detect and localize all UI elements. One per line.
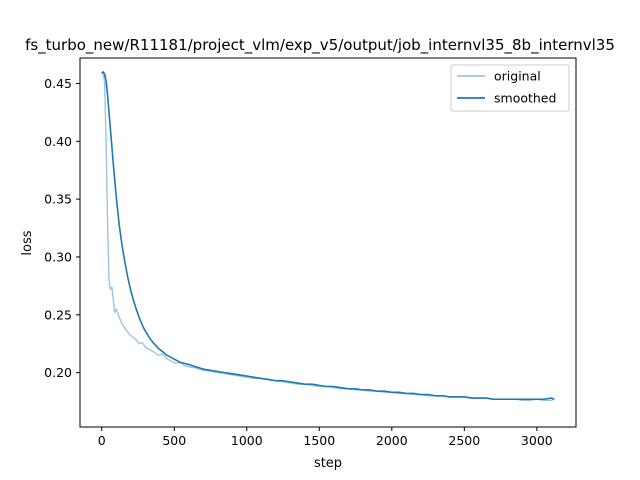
x-tick-label: 2500 [448, 433, 480, 448]
legend-label-smoothed: smoothed [494, 91, 556, 106]
x-tick-label: 2000 [376, 433, 408, 448]
series-layer [101, 71, 555, 402]
legend: original smoothed [450, 64, 570, 112]
legend-label-original: original [494, 69, 541, 84]
x-tick-label: 500 [162, 433, 186, 448]
y-tick-label: 0.35 [44, 192, 72, 207]
x-axis-label: step [314, 456, 342, 471]
x-tick-label: 1000 [231, 433, 263, 448]
y-tick-label: 0.45 [44, 76, 72, 91]
y-axis-label: loss [20, 230, 35, 255]
x-tick-label: 0 [98, 433, 106, 448]
y-axis: 0.20 0.25 0.30 0.35 0.40 0.45 [44, 76, 80, 380]
chart-title: fs_turbo_new/R11181/project_vlm/exp_v5/o… [25, 36, 615, 55]
y-tick-label: 0.20 [44, 365, 72, 380]
plot-area [79, 57, 577, 428]
series-line-smoothed [101, 71, 555, 401]
y-tick-label: 0.25 [44, 307, 72, 322]
x-tick-label: 1500 [303, 433, 335, 448]
y-tick-label: 0.40 [44, 134, 72, 149]
x-tick-label: 3000 [521, 433, 553, 448]
y-tick-label: 0.30 [44, 249, 72, 264]
plot-frame [79, 57, 577, 428]
x-axis: 0 500 1000 1500 2000 2500 3000 [98, 427, 553, 448]
